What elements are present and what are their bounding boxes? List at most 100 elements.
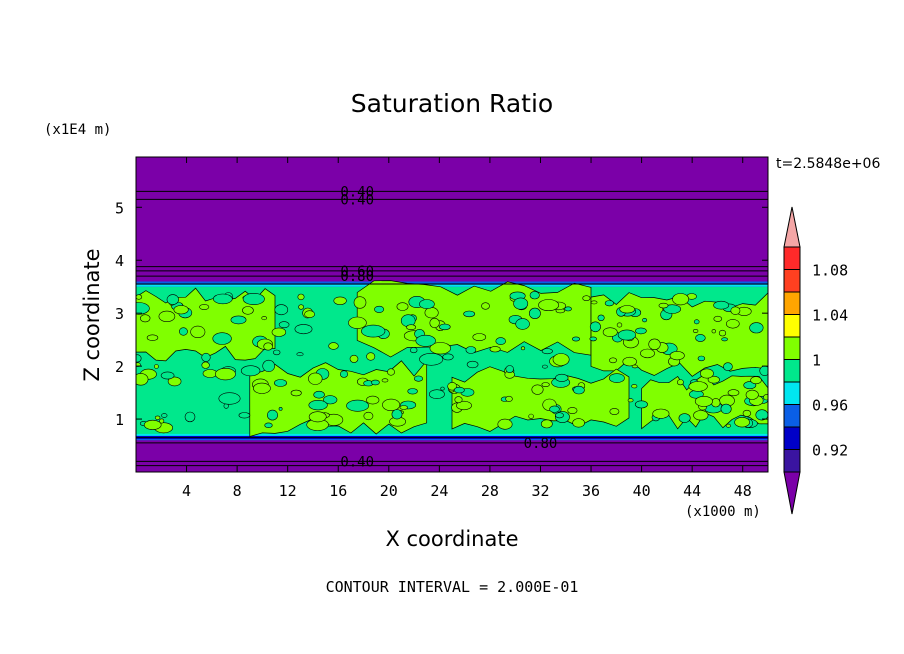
contour-cell (381, 378, 389, 383)
contour-cell (700, 368, 714, 379)
contour-cell (505, 395, 513, 402)
contour-cell (136, 373, 149, 386)
lower-cyan-edge (136, 433, 768, 436)
contour-cell (374, 305, 385, 313)
colorbar-band (783, 336, 801, 360)
contour-cell (213, 293, 233, 305)
contour-cell (136, 302, 150, 315)
contour-cell (308, 372, 323, 385)
colorbar-band (783, 426, 801, 450)
contour-cell (616, 322, 623, 328)
contour-cell (749, 322, 764, 334)
x-unit-label: (x1000 m) (685, 504, 761, 520)
contour-cell (371, 379, 380, 386)
contour-cell (438, 323, 451, 331)
contour-cell (541, 382, 550, 387)
x-tick-label: 48 (734, 482, 752, 500)
contour-cell (697, 355, 706, 362)
contour-cell (465, 346, 477, 354)
contour-cell (609, 408, 620, 415)
x-tick-label: 40 (633, 482, 651, 500)
layer-band-4 (136, 157, 768, 282)
contour-cell (190, 325, 206, 339)
contour-cell (361, 324, 386, 338)
contour-cell (419, 299, 435, 309)
contour-cell (339, 370, 348, 378)
y-unit-label: (x1E4 m) (44, 122, 111, 138)
contour-cell (136, 354, 142, 363)
contour-cell (763, 394, 768, 401)
contour-cell (346, 399, 370, 412)
plot-area (136, 157, 768, 472)
contour-cell (725, 423, 732, 428)
contour-cell (297, 293, 305, 301)
contour-cell (589, 336, 597, 342)
contour-cell (184, 411, 196, 423)
y-tick-label: 5 (115, 199, 124, 217)
x-axis-label: X coordinate (385, 527, 518, 551)
contour-cell (313, 390, 325, 399)
contour-cell (410, 347, 418, 354)
contour-cell (242, 292, 265, 305)
contour-cell (366, 395, 380, 405)
contour-cell (296, 352, 304, 357)
small-cells (136, 291, 768, 434)
y-tick-label: 2 (115, 358, 124, 376)
contour-cell (529, 291, 540, 300)
contour-cell (495, 337, 506, 345)
upper-blue-edge (136, 281, 768, 284)
contour-cell (242, 306, 254, 315)
x-tick-label: 44 (683, 482, 701, 500)
y-tick-label: 3 (115, 305, 124, 323)
contour-cell (549, 405, 560, 413)
contour-cell (734, 417, 750, 428)
contour-cell (727, 389, 740, 397)
contour-cell (218, 392, 241, 405)
contour-cell (505, 365, 514, 373)
contour-cell (648, 338, 661, 350)
contour-cell (619, 305, 636, 314)
x-tick-label: 36 (582, 482, 600, 500)
contour-cell (428, 389, 445, 400)
y-axis-label: Z coordinate (80, 248, 104, 381)
contour-cell (328, 342, 339, 350)
colorbar-tick-label: 1.08 (812, 262, 848, 280)
contour-cell (617, 329, 637, 341)
x-axis: 4 8 12 16 20 24 28 32 36 40 44 48 (182, 157, 752, 500)
contour-cell (323, 395, 338, 405)
contour-cell (541, 348, 553, 355)
contour-cell (678, 413, 691, 423)
contour-cell (555, 412, 564, 419)
colorbar-tick-label: 0.92 (812, 442, 848, 460)
contour-cell (573, 385, 585, 395)
contour-cell (274, 304, 289, 316)
contour-cell (308, 411, 327, 423)
colorbar-band (783, 359, 801, 383)
contour-cell (694, 395, 713, 407)
contour-cell (298, 304, 304, 310)
colorbar-under-arrow (783, 471, 801, 515)
contour-cell (567, 407, 578, 414)
colorbar-band (783, 404, 801, 428)
contour-cell (158, 310, 176, 323)
contour-cell (266, 409, 278, 421)
contour-cell (531, 384, 544, 395)
contour-cell (730, 306, 741, 315)
layer-band-0 (136, 440, 768, 472)
contour-cell (582, 295, 591, 302)
chart-title: Saturation Ratio (351, 89, 553, 118)
contour-cell (406, 324, 417, 331)
contour-cell (143, 419, 162, 430)
contour-cell (658, 302, 669, 309)
contour-label: 0.60 (340, 264, 374, 280)
contour-cell (136, 294, 143, 300)
x-tick-label: 4 (182, 482, 191, 500)
contour-cell (271, 327, 287, 337)
contour-cell (669, 351, 685, 361)
contour-cell (489, 346, 501, 353)
contour-cell (261, 316, 268, 321)
contour-cell (713, 300, 730, 310)
contour-cell (707, 375, 720, 384)
x-tick-label: 28 (481, 482, 499, 500)
